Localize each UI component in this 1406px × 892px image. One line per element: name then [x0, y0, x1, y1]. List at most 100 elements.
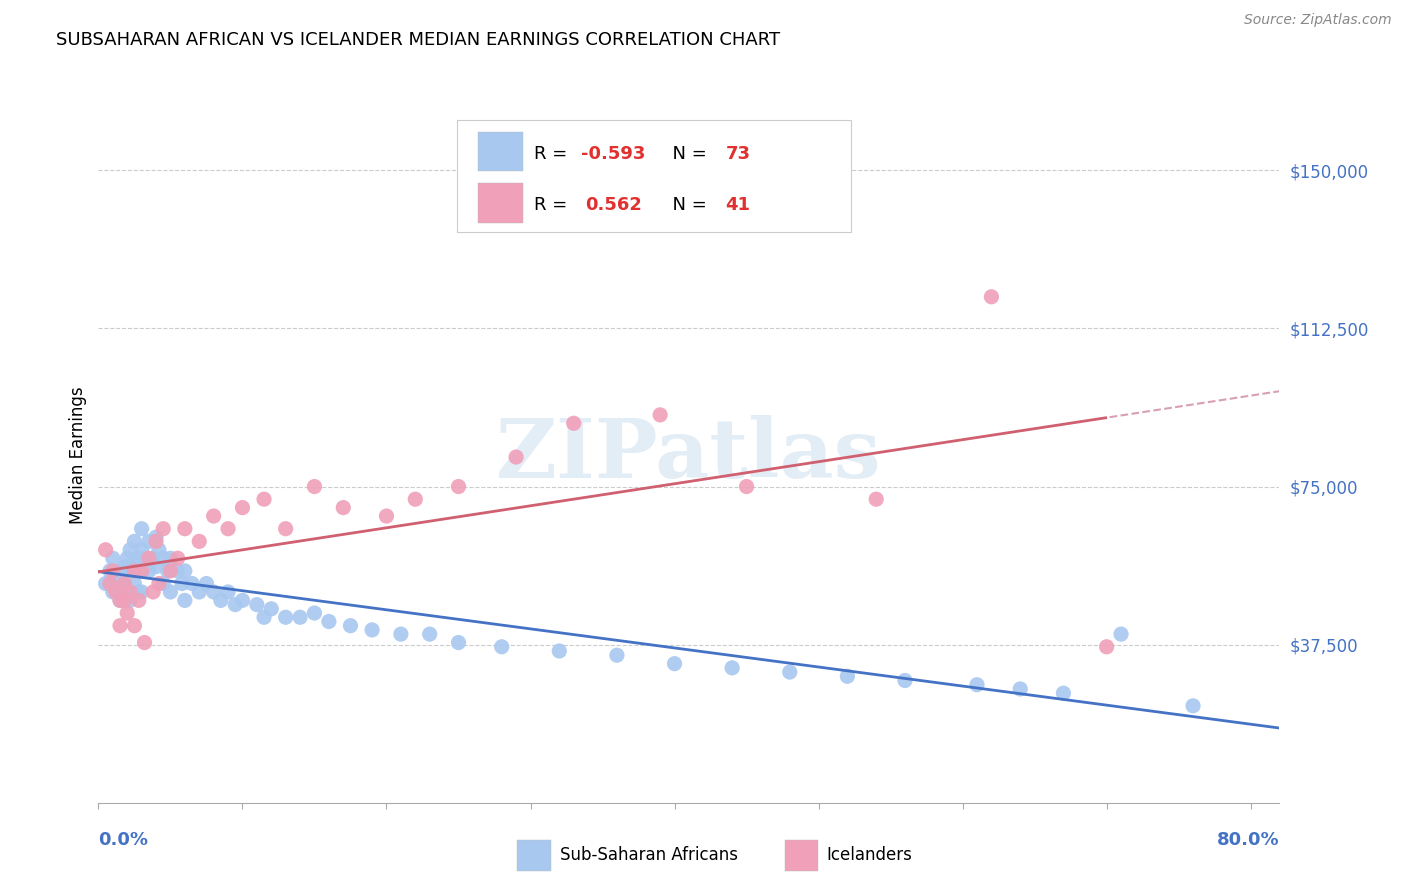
Text: 0.0%: 0.0%: [98, 831, 149, 849]
Point: [124, 564, 146, 578]
Point: [447, 635, 470, 649]
Point: [253, 610, 276, 624]
Point: [108, 593, 131, 607]
Text: SUBSAHARAN AFRICAN VS ICELANDER MEDIAN EARNINGS CORRELATION CHART: SUBSAHARAN AFRICAN VS ICELANDER MEDIAN E…: [56, 31, 780, 49]
Point: [339, 618, 361, 632]
Point: [980, 290, 1002, 304]
Point: [166, 564, 188, 578]
Point: [361, 623, 384, 637]
Point: [779, 665, 801, 679]
Text: R =: R =: [534, 145, 574, 162]
Text: ZIPatlas: ZIPatlas: [496, 415, 882, 495]
Point: [181, 576, 204, 591]
Point: [98, 576, 121, 591]
Point: [138, 564, 160, 578]
Point: [865, 492, 887, 507]
Point: [148, 576, 170, 591]
Point: [159, 564, 181, 578]
Point: [124, 556, 146, 570]
Point: [188, 534, 211, 549]
Point: [120, 593, 142, 607]
Point: [142, 585, 165, 599]
Point: [231, 593, 253, 607]
Point: [166, 551, 188, 566]
Point: [138, 534, 160, 549]
Text: 0.562: 0.562: [585, 196, 641, 214]
Point: [562, 417, 585, 431]
Point: [217, 522, 239, 536]
Point: [664, 657, 686, 671]
Point: [491, 640, 513, 654]
Point: [389, 627, 412, 641]
Point: [112, 576, 135, 591]
Point: [447, 479, 470, 493]
Point: [1182, 698, 1205, 713]
Point: [253, 492, 276, 507]
Point: [120, 585, 142, 599]
Text: 73: 73: [725, 145, 751, 162]
Text: Icelanders: Icelanders: [827, 847, 912, 864]
Point: [721, 661, 744, 675]
Point: [128, 551, 150, 566]
Point: [505, 450, 527, 464]
Point: [134, 635, 156, 649]
Point: [159, 551, 181, 566]
Point: [101, 564, 124, 578]
Point: [1010, 681, 1032, 696]
Point: [548, 644, 571, 658]
Point: [94, 576, 117, 591]
Point: [1109, 627, 1132, 641]
Point: [131, 542, 153, 557]
Point: [128, 585, 150, 599]
Point: [112, 593, 135, 607]
Point: [217, 585, 239, 599]
Point: [650, 408, 672, 422]
Point: [108, 585, 131, 599]
Text: N =: N =: [661, 145, 713, 162]
Point: [98, 564, 121, 578]
Point: [170, 576, 193, 591]
Text: 41: 41: [725, 196, 751, 214]
Text: R =: R =: [534, 196, 579, 214]
Point: [202, 509, 225, 524]
Point: [115, 606, 138, 620]
Point: [1095, 640, 1118, 654]
Point: [142, 551, 165, 566]
Point: [128, 593, 150, 607]
Text: N =: N =: [661, 196, 713, 214]
Point: [152, 576, 174, 591]
Point: [1052, 686, 1074, 700]
Point: [115, 585, 138, 599]
Text: Sub-Saharan Africans: Sub-Saharan Africans: [560, 847, 738, 864]
Point: [837, 669, 859, 683]
Point: [304, 479, 326, 493]
Point: [104, 572, 127, 586]
Point: [131, 564, 153, 578]
Point: [202, 585, 225, 599]
Point: [94, 542, 117, 557]
Point: [231, 500, 253, 515]
Point: [131, 522, 153, 536]
Point: [304, 606, 326, 620]
Point: [606, 648, 628, 663]
Point: [246, 598, 269, 612]
Point: [101, 551, 124, 566]
Point: [332, 500, 354, 515]
Point: [735, 479, 758, 493]
Point: [419, 627, 441, 641]
Point: [134, 551, 156, 566]
Point: [173, 522, 195, 536]
Point: [173, 564, 195, 578]
Point: [173, 593, 195, 607]
Point: [966, 678, 988, 692]
Point: [131, 564, 153, 578]
Point: [375, 509, 398, 524]
Point: [108, 618, 131, 632]
Point: [108, 593, 131, 607]
Point: [274, 522, 297, 536]
Point: [148, 542, 170, 557]
Point: [188, 585, 211, 599]
Point: [894, 673, 917, 688]
Point: [404, 492, 426, 507]
Point: [124, 534, 146, 549]
